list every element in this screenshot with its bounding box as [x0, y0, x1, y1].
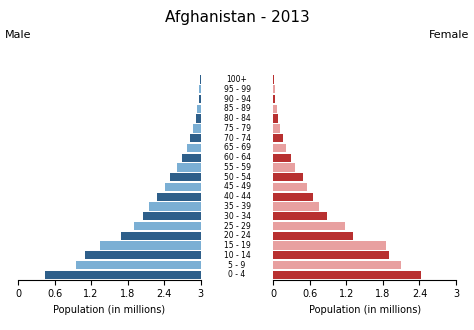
X-axis label: Population (in millions): Population (in millions): [53, 305, 165, 315]
Bar: [199, 95, 201, 103]
Bar: [149, 202, 201, 211]
Text: Female: Female: [429, 30, 469, 40]
Text: 30 - 34: 30 - 34: [224, 212, 250, 221]
Bar: [190, 134, 201, 142]
Text: 25 - 29: 25 - 29: [224, 221, 250, 231]
Text: 50 - 54: 50 - 54: [224, 173, 250, 182]
Bar: [187, 144, 201, 152]
Bar: [76, 261, 201, 269]
Bar: [273, 261, 401, 269]
Text: 15 - 19: 15 - 19: [224, 241, 250, 250]
Text: 80 - 84: 80 - 84: [224, 114, 250, 123]
Bar: [273, 144, 286, 152]
Bar: [85, 251, 201, 259]
Bar: [273, 222, 345, 230]
Text: 60 - 64: 60 - 64: [224, 153, 250, 162]
Bar: [100, 242, 201, 250]
Text: 20 - 24: 20 - 24: [224, 231, 250, 240]
Text: Afghanistan - 2013: Afghanistan - 2013: [164, 10, 310, 25]
Bar: [273, 115, 278, 123]
Bar: [46, 271, 201, 279]
Bar: [193, 124, 201, 133]
Text: 40 - 44: 40 - 44: [224, 192, 250, 201]
Bar: [273, 153, 291, 162]
Bar: [157, 193, 201, 201]
Bar: [182, 153, 201, 162]
Text: 75 - 79: 75 - 79: [224, 124, 250, 133]
Text: 5 - 9: 5 - 9: [228, 261, 246, 270]
Bar: [199, 85, 201, 93]
Text: 95 - 99: 95 - 99: [224, 85, 250, 94]
Bar: [273, 163, 295, 172]
Bar: [273, 76, 274, 84]
Bar: [273, 95, 275, 103]
Bar: [273, 124, 280, 133]
Text: 90 - 94: 90 - 94: [224, 95, 250, 104]
Bar: [170, 173, 201, 182]
Bar: [273, 183, 307, 191]
Bar: [198, 105, 201, 113]
Text: 35 - 39: 35 - 39: [224, 202, 250, 211]
Text: 55 - 59: 55 - 59: [224, 163, 250, 172]
Bar: [273, 105, 276, 113]
Bar: [273, 271, 420, 279]
Bar: [273, 242, 386, 250]
Bar: [165, 183, 201, 191]
Bar: [273, 251, 389, 259]
Text: 100+: 100+: [227, 75, 247, 84]
Bar: [273, 232, 353, 240]
Bar: [273, 212, 327, 220]
Bar: [273, 193, 313, 201]
Text: 70 - 74: 70 - 74: [224, 134, 250, 143]
Bar: [273, 202, 319, 211]
Bar: [273, 134, 283, 142]
Bar: [273, 173, 303, 182]
Text: 0 - 4: 0 - 4: [228, 270, 246, 279]
Bar: [121, 232, 201, 240]
Bar: [273, 85, 275, 93]
X-axis label: Population (in millions): Population (in millions): [309, 305, 421, 315]
Bar: [143, 212, 201, 220]
Text: 65 - 69: 65 - 69: [224, 144, 250, 152]
Bar: [177, 163, 201, 172]
Text: 85 - 89: 85 - 89: [224, 104, 250, 114]
Bar: [196, 115, 201, 123]
Text: Male: Male: [5, 30, 31, 40]
Bar: [134, 222, 201, 230]
Text: 45 - 49: 45 - 49: [224, 182, 250, 191]
Bar: [200, 76, 201, 84]
Text: 10 - 14: 10 - 14: [224, 251, 250, 260]
